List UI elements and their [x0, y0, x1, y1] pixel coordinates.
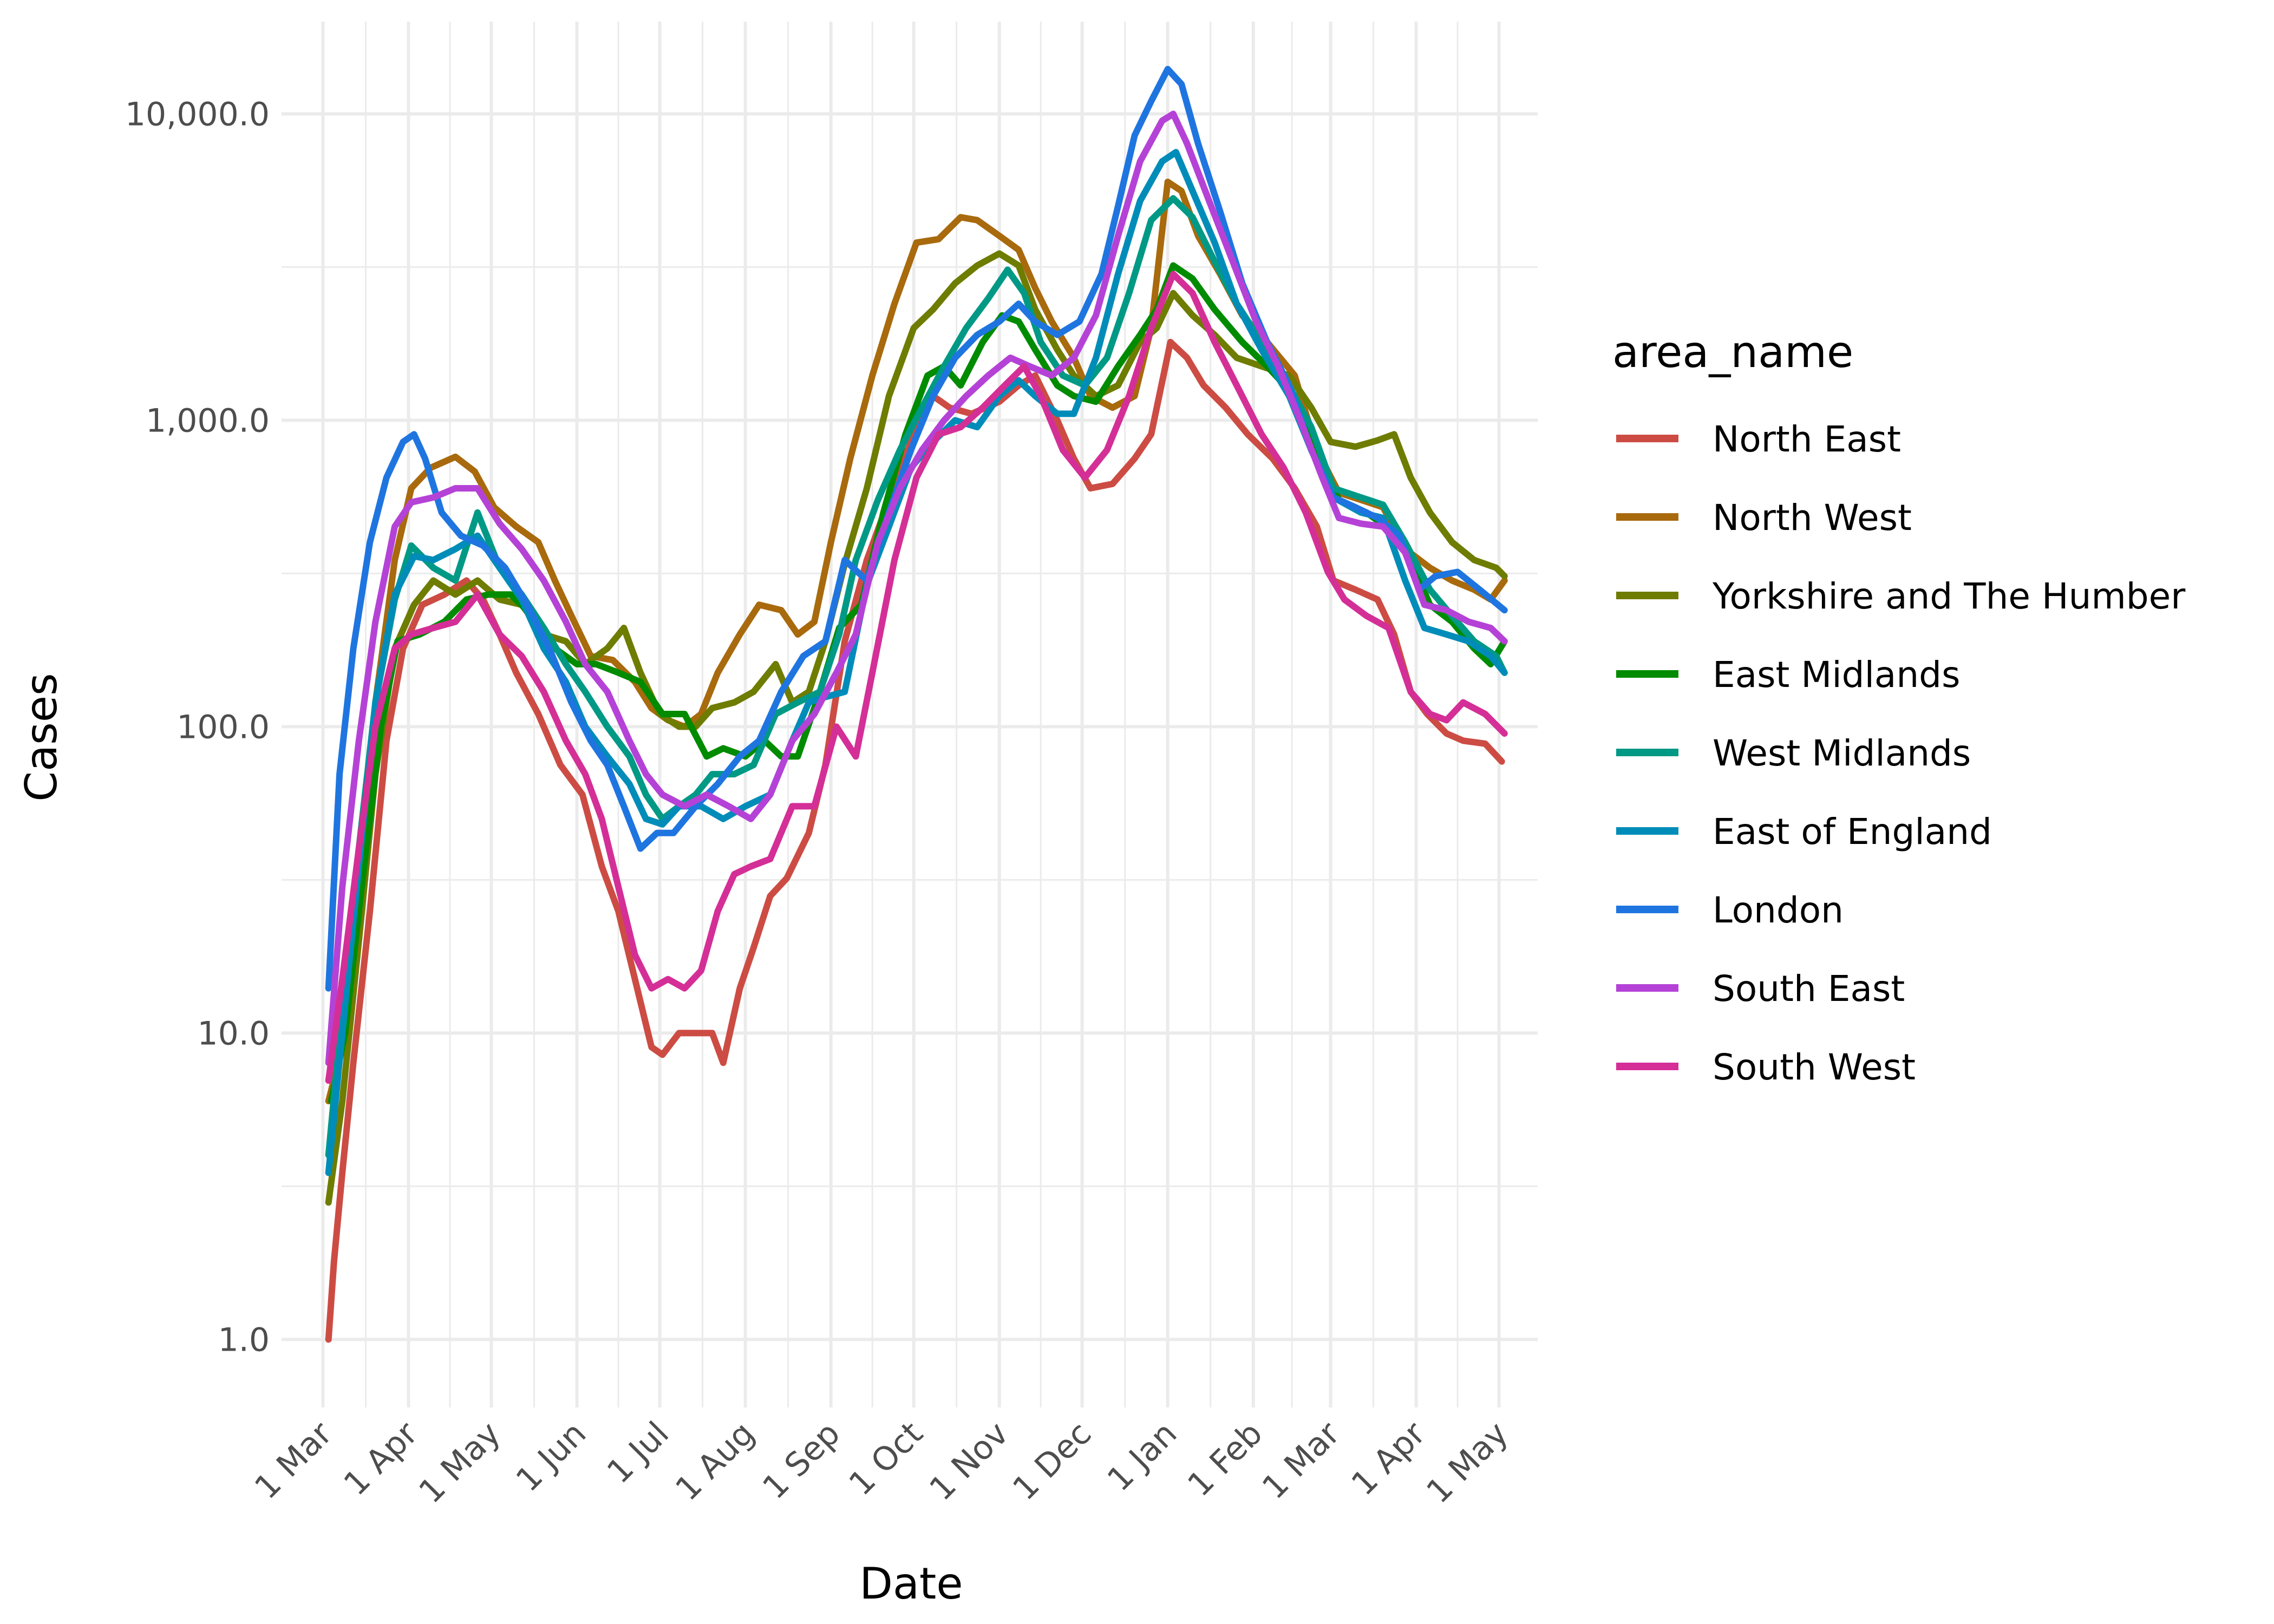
x-axis-title: Date [859, 1558, 963, 1609]
x-tick-label: 1 Jun [509, 1415, 593, 1499]
legend-label: London [1713, 889, 1844, 931]
legend-label: South West [1713, 1046, 1916, 1088]
y-tick-label: 10.0 [197, 1014, 270, 1052]
x-tick-label: 1 Jul [600, 1415, 676, 1491]
x-tick-label: 1 Mar [247, 1415, 339, 1507]
series-line-west-midlands [325, 195, 1508, 1158]
legend-label: North West [1713, 497, 1912, 539]
series-line-south-west [325, 271, 1508, 1084]
series-line-east-midlands [328, 262, 1508, 1104]
x-tick-label: 1 May [411, 1415, 508, 1511]
x-tick-label: 1 Apr [1344, 1415, 1433, 1503]
legend-label: South East [1713, 968, 1905, 1010]
series-line-north-west [325, 179, 1508, 1104]
y-tick-label: 1,000.0 [146, 402, 270, 440]
legend-title: area_name [1612, 327, 1853, 377]
x-tick-label: 1 Mar [1255, 1415, 1347, 1507]
x-tick-label: 1 Oct [842, 1415, 930, 1503]
x-tick-label: 1 Dec [1005, 1415, 1099, 1508]
legend-label: North East [1713, 418, 1901, 460]
legend-label: East Midlands [1713, 654, 1960, 696]
x-tick-label: 1 May [1420, 1415, 1516, 1511]
x-tick-label: 1 Apr [337, 1415, 426, 1503]
x-tick-label: 1 Jan [1100, 1415, 1184, 1498]
x-tick-label: 1 Nov [923, 1415, 1016, 1508]
legend-label: Yorkshire and The Humber [1712, 575, 2186, 617]
y-tick-label: 10,000.0 [125, 95, 270, 133]
x-tick-label: 1 Aug [668, 1415, 762, 1508]
series-layer [325, 66, 1508, 1343]
legend-items: North East North West Yorkshire and The Hu… [1616, 418, 2186, 1088]
series-line-south-east [325, 110, 1508, 1066]
y-axis-title: Cases [16, 673, 67, 801]
y-tick-label: 1.0 [218, 1321, 270, 1359]
x-tick-label: 1 Sep [755, 1415, 847, 1507]
legend-label: West Midlands [1713, 732, 1971, 774]
legend: area_name North East North West Yorkshire … [1612, 327, 2186, 1088]
y-tick-label: 100.0 [177, 708, 270, 746]
grid-layer [282, 22, 1538, 1407]
x-tick-label: 1 Feb [1180, 1415, 1270, 1504]
legend-label: East of England [1713, 811, 1992, 853]
series-line-east-of-england [325, 149, 1508, 1176]
